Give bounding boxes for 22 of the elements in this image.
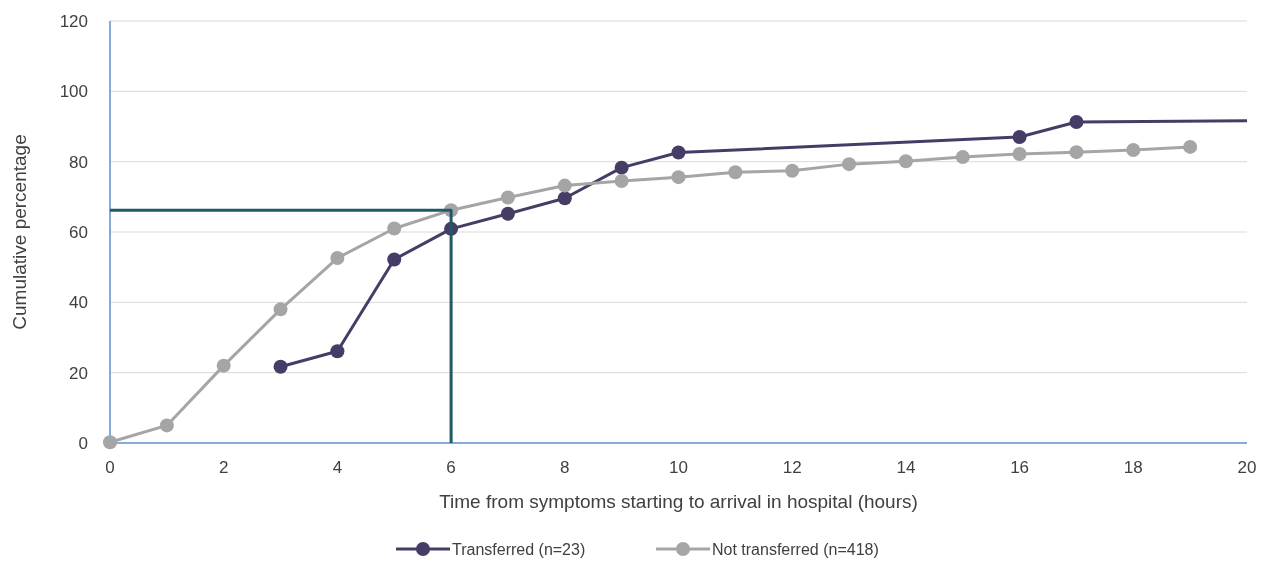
- y-tick-label: 40: [69, 293, 88, 313]
- x-tick-label: 0: [105, 458, 115, 477]
- x-tick-label: 6: [446, 458, 456, 477]
- x-tick-label: 10: [669, 458, 688, 477]
- x-tick-label: 12: [782, 458, 802, 477]
- y-tick-label: 80: [69, 152, 88, 172]
- x-tick-label: 18: [1123, 458, 1143, 477]
- x-tick-label: 4: [332, 458, 343, 477]
- y-tick-label: 60: [69, 222, 88, 242]
- x-tick-label: 14: [896, 458, 916, 477]
- y-tick-label: 0: [78, 433, 88, 453]
- y-axis-title: Cumulative percentage: [9, 134, 30, 330]
- y-tick-label: 100: [59, 82, 88, 102]
- x-tick-label: 20: [1237, 458, 1257, 477]
- legend-label: Transferred (n=23): [452, 540, 586, 558]
- y-tick-label: 120: [59, 11, 88, 31]
- x-tick-label: 8: [560, 458, 570, 477]
- x-tick-label: 16: [1010, 458, 1030, 477]
- y-tick-label: 20: [69, 363, 88, 383]
- x-tick-label: 2: [218, 458, 229, 477]
- legend-label: Not transferred (n=418): [712, 540, 879, 558]
- x-axis-title: Time from symptoms starting to arrival in hospital (hours): [439, 491, 918, 512]
